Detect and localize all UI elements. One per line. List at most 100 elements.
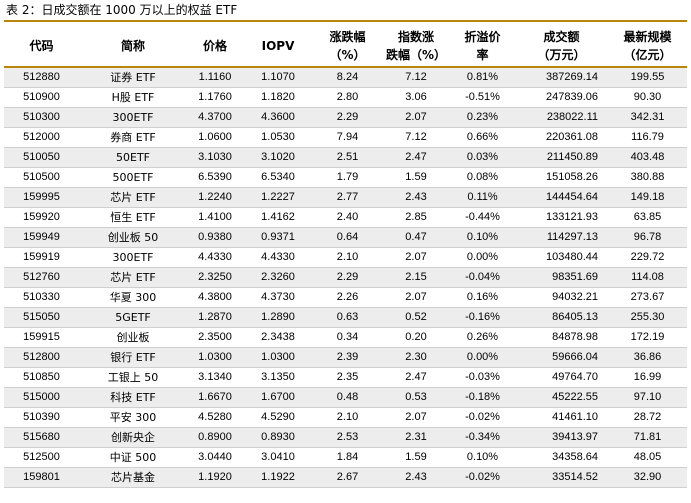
etf-name-cell: 50ETF (79, 147, 187, 168)
aum-cell: 380.88 (608, 167, 687, 188)
change-pct-cell: 2.51 (313, 147, 382, 168)
etf-iopv-cell: 1.1922 (243, 467, 313, 488)
change-pct-cell: 2.29 (313, 107, 382, 128)
aum-cell: 32.90 (608, 467, 687, 488)
header-name: 简称 (79, 26, 187, 68)
aum-cell: 90.30 (608, 87, 687, 108)
table-row: 512880 证券 ETF 1.1160 1.1070 8.24 7.12 0.81% 387… (4, 67, 687, 88)
table-row: 510500 500ETF 6.5390 6.5340 1.79 1.59 0.08% 151… (4, 167, 687, 188)
turnover-cell: 133121.93 (515, 207, 608, 228)
change-pct-cell: 0.34 (313, 327, 382, 348)
aum-cell: 28.72 (608, 407, 687, 428)
index-change-pct-cell: 2.07 (382, 287, 450, 308)
table-row: 159920 恒生 ETF 1.4100 1.4162 2.40 2.85 -0.44% 13… (4, 207, 687, 228)
header-change: 涨跌幅 （%） (313, 26, 382, 68)
etf-code-cell: 510900 (4, 87, 79, 108)
etf-price-cell: 4.3700 (187, 107, 243, 128)
turnover-cell: 41461.10 (515, 407, 608, 428)
etf-code-cell: 159949 (4, 227, 79, 248)
index-change-pct-cell: 2.31 (382, 427, 450, 448)
etf-name-cell: 银行 ETF (79, 347, 187, 368)
aum-cell: 342.31 (608, 107, 687, 128)
etf-code-cell: 159919 (4, 247, 79, 268)
turnover-cell: 84878.98 (515, 327, 608, 348)
etf-name-cell: H股 ETF (79, 87, 187, 108)
premium-rate-cell: 0.16% (450, 287, 515, 308)
turnover-cell: 39413.97 (515, 427, 608, 448)
etf-price-cell: 1.0300 (187, 347, 243, 368)
etf-price-cell: 1.2870 (187, 307, 243, 328)
table-row: 159915 创业板 2.3500 2.3438 0.34 0.20 0.26% 84878.… (4, 327, 687, 348)
table-row: 159919 300ETF 4.4330 4.4330 2.10 2.07 0.00% 103… (4, 247, 687, 268)
change-pct-cell: 2.35 (313, 367, 382, 388)
premium-rate-cell: 0.81% (450, 67, 515, 88)
turnover-cell: 86405.13 (515, 307, 608, 328)
premium-rate-cell: -0.02% (450, 407, 515, 428)
premium-rate-cell: 0.10% (450, 447, 515, 468)
table-row: 510850 工银上 50 3.1340 3.1350 2.35 2.47 -0.03% 49… (4, 367, 687, 388)
etf-name-cell: 创业板 (79, 327, 187, 348)
table-row: 515050 5GETF 1.2870 1.2890 0.63 0.52 -0.16% 864… (4, 307, 687, 328)
change-pct-cell: 0.64 (313, 227, 382, 248)
aum-cell: 96.78 (608, 227, 687, 248)
etf-code-cell: 512800 (4, 347, 79, 368)
premium-rate-cell: -0.03% (450, 367, 515, 388)
change-pct-cell: 1.79 (313, 167, 382, 188)
premium-rate-cell: 0.10% (450, 227, 515, 248)
turnover-cell: 49764.70 (515, 367, 608, 388)
etf-code-cell: 159801 (4, 467, 79, 488)
etf-code-cell: 510300 (4, 107, 79, 128)
index-change-pct-cell: 0.20 (382, 327, 450, 348)
index-change-pct-cell: 7.12 (382, 127, 450, 148)
aum-cell: 229.72 (608, 247, 687, 268)
change-pct-cell: 2.10 (313, 407, 382, 428)
etf-iopv-cell: 1.2227 (243, 187, 313, 208)
etf-name-cell: 5GETF (79, 307, 187, 328)
premium-rate-cell: -0.34% (450, 427, 515, 448)
etf-iopv-cell: 0.9371 (243, 227, 313, 248)
etf-iopv-cell: 6.5340 (243, 167, 313, 188)
premium-rate-cell: 0.11% (450, 187, 515, 208)
etf-price-cell: 1.1160 (187, 67, 243, 88)
index-change-pct-cell: 2.07 (382, 247, 450, 268)
etf-code-cell: 159915 (4, 327, 79, 348)
turnover-cell: 144454.64 (515, 187, 608, 208)
etf-iopv-cell: 3.1020 (243, 147, 313, 168)
etf-name-cell: 创新央企 (79, 427, 187, 448)
etf-iopv-cell: 1.2890 (243, 307, 313, 328)
etf-name-cell: 500ETF (79, 167, 187, 188)
etf-price-cell: 6.5390 (187, 167, 243, 188)
etf-name-cell: 科技 ETF (79, 387, 187, 408)
aum-cell: 255.30 (608, 307, 687, 328)
change-pct-cell: 2.80 (313, 87, 382, 108)
premium-rate-cell: 0.26% (450, 327, 515, 348)
etf-price-cell: 3.1030 (187, 147, 243, 168)
premium-rate-cell: -0.04% (450, 267, 515, 288)
turnover-cell: 103480.44 (515, 247, 608, 268)
premium-rate-cell: 0.03% (450, 147, 515, 168)
etf-price-cell: 2.3250 (187, 267, 243, 288)
header-turnover: 成交额 （万元） (515, 26, 608, 68)
change-pct-cell: 0.63 (313, 307, 382, 328)
etf-price-cell: 3.1340 (187, 367, 243, 388)
etf-code-cell: 512760 (4, 267, 79, 288)
turnover-cell: 211450.89 (515, 147, 608, 168)
change-pct-cell: 2.67 (313, 467, 382, 488)
header-price: 价格 (187, 26, 243, 68)
premium-rate-cell: 0.00% (450, 247, 515, 268)
premium-rate-cell: 0.23% (450, 107, 515, 128)
table-row: 512760 芯片 ETF 2.3250 2.3260 2.29 2.15 -0.04% 98… (4, 267, 687, 288)
etf-name-cell: 创业板 50 (79, 227, 187, 248)
aum-cell: 71.81 (608, 427, 687, 448)
etf-price-cell: 0.9380 (187, 227, 243, 248)
etf-price-cell: 2.3500 (187, 327, 243, 348)
table-header-row: 代码 简称 价格 IOPV 涨跌幅 （%） 指数涨 跌幅（%） 折溢价率 成交额 （万… (4, 26, 687, 68)
change-pct-cell: 2.29 (313, 267, 382, 288)
turnover-cell: 94032.21 (515, 287, 608, 308)
etf-name-cell: 中证 500 (79, 447, 187, 468)
change-pct-cell: 2.10 (313, 247, 382, 268)
turnover-cell: 220361.08 (515, 127, 608, 148)
premium-rate-cell: 0.08% (450, 167, 515, 188)
etf-iopv-cell: 4.4330 (243, 247, 313, 268)
turnover-cell: 98351.69 (515, 267, 608, 288)
